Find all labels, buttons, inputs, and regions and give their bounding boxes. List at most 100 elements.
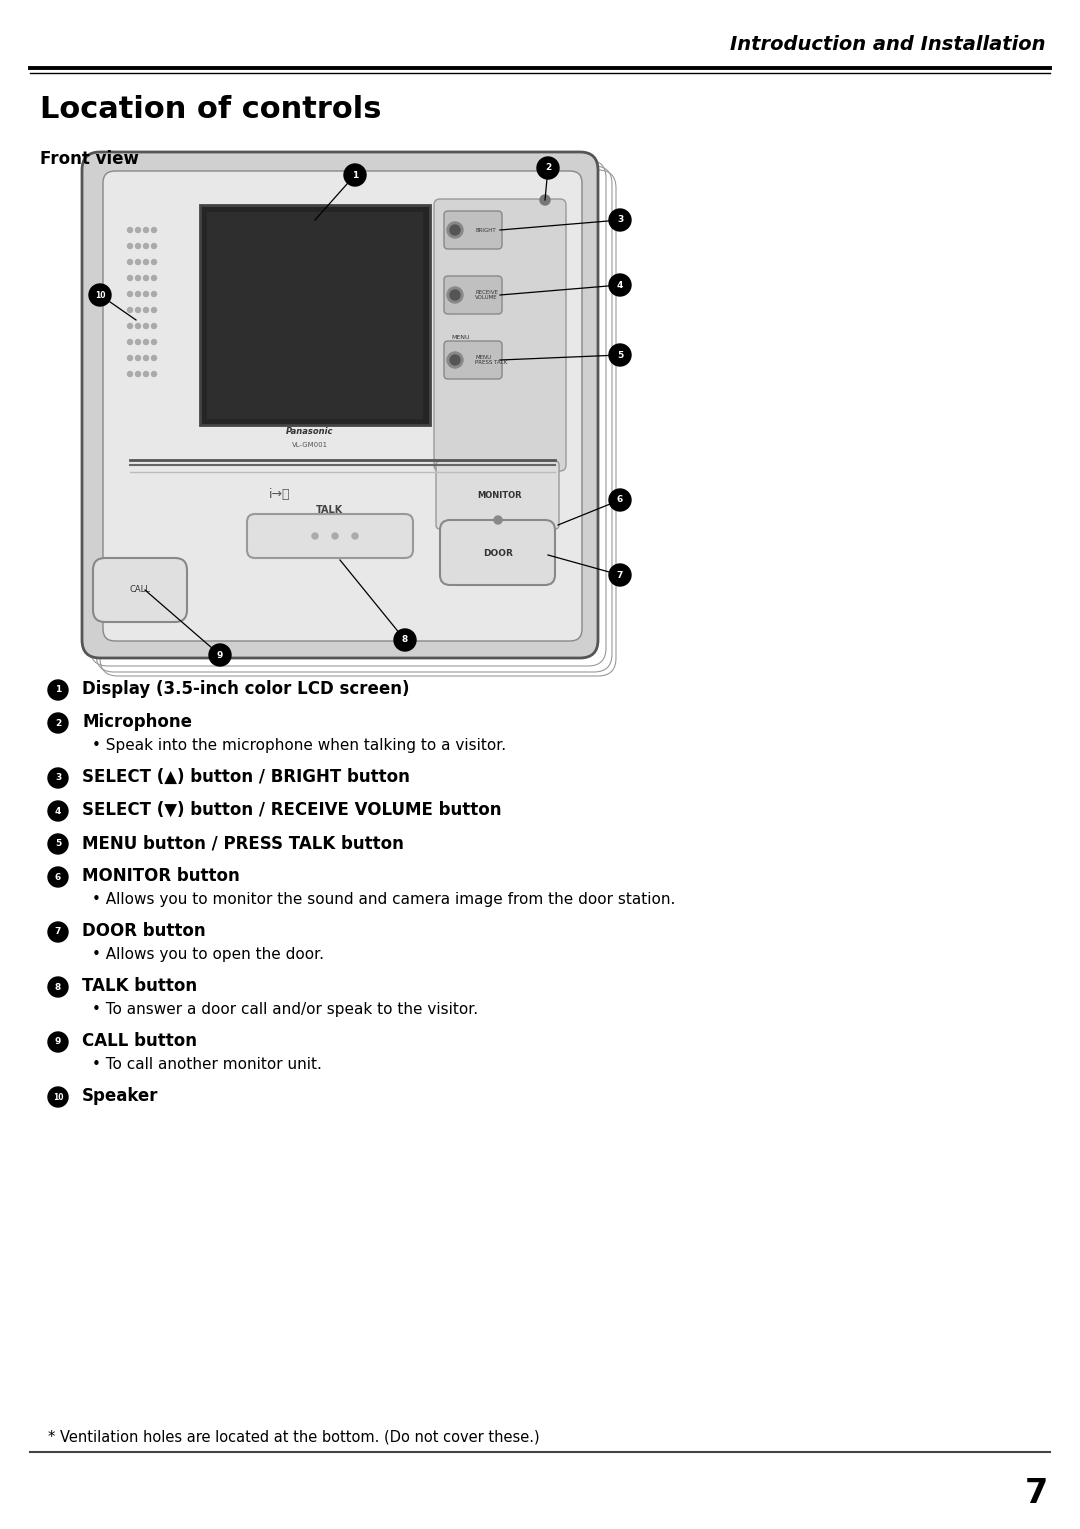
- Text: Display (3.5-inch color LCD screen): Display (3.5-inch color LCD screen): [82, 680, 409, 699]
- Text: MONITOR: MONITOR: [477, 491, 523, 500]
- Text: Front view: Front view: [40, 150, 139, 168]
- Circle shape: [447, 287, 463, 303]
- Circle shape: [450, 355, 460, 365]
- Circle shape: [144, 307, 149, 312]
- FancyBboxPatch shape: [247, 514, 413, 558]
- Text: 7: 7: [55, 928, 62, 936]
- Text: 10: 10: [53, 1093, 64, 1101]
- Text: • Allows you to monitor the sound and camera image from the door station.: • Allows you to monitor the sound and ca…: [92, 891, 675, 907]
- Text: MENU
PRESS TALK: MENU PRESS TALK: [475, 355, 508, 365]
- Circle shape: [127, 307, 133, 312]
- Text: Panasonic: Panasonic: [286, 428, 334, 436]
- Circle shape: [144, 339, 149, 344]
- Circle shape: [144, 356, 149, 361]
- Circle shape: [151, 307, 157, 312]
- Circle shape: [609, 209, 631, 231]
- Text: MENU: MENU: [451, 335, 470, 339]
- Circle shape: [394, 628, 416, 651]
- Circle shape: [48, 833, 68, 855]
- Circle shape: [135, 260, 140, 265]
- Text: 8: 8: [402, 636, 408, 645]
- Text: BRIGHT: BRIGHT: [475, 228, 496, 232]
- Text: 5: 5: [617, 350, 623, 359]
- Circle shape: [144, 228, 149, 232]
- Text: • To call another monitor unit.: • To call another monitor unit.: [92, 1057, 322, 1072]
- Circle shape: [89, 284, 111, 306]
- Text: 6: 6: [617, 495, 623, 505]
- Circle shape: [48, 977, 68, 997]
- Text: TALK button: TALK button: [82, 977, 198, 995]
- Text: Introduction and Installation: Introduction and Installation: [729, 35, 1045, 54]
- Text: CALL button: CALL button: [82, 1032, 197, 1050]
- Circle shape: [447, 352, 463, 368]
- Circle shape: [48, 713, 68, 732]
- Text: 1: 1: [55, 685, 62, 694]
- Text: • Speak into the microphone when talking to a visitor.: • Speak into the microphone when talking…: [92, 739, 507, 752]
- Text: 1: 1: [352, 171, 359, 179]
- Circle shape: [345, 164, 366, 187]
- Circle shape: [135, 275, 140, 280]
- Circle shape: [48, 768, 68, 787]
- Text: 2: 2: [545, 164, 551, 173]
- Circle shape: [127, 275, 133, 280]
- FancyBboxPatch shape: [444, 341, 502, 379]
- Circle shape: [450, 225, 460, 235]
- Text: • Allows you to open the door.: • Allows you to open the door.: [92, 946, 324, 962]
- Circle shape: [151, 292, 157, 297]
- Circle shape: [144, 372, 149, 376]
- Circle shape: [151, 372, 157, 376]
- Circle shape: [127, 292, 133, 297]
- Circle shape: [135, 324, 140, 329]
- Circle shape: [135, 339, 140, 344]
- FancyBboxPatch shape: [440, 520, 555, 586]
- Circle shape: [494, 515, 502, 524]
- Circle shape: [135, 372, 140, 376]
- Circle shape: [609, 274, 631, 297]
- FancyBboxPatch shape: [103, 171, 582, 641]
- Text: i→⦿: i→⦿: [269, 488, 291, 502]
- Circle shape: [48, 680, 68, 700]
- Circle shape: [144, 260, 149, 265]
- Circle shape: [135, 228, 140, 232]
- Circle shape: [135, 292, 140, 297]
- Text: MENU button / PRESS TALK button: MENU button / PRESS TALK button: [82, 833, 404, 852]
- Text: SELECT (▲) button / BRIGHT button: SELECT (▲) button / BRIGHT button: [82, 768, 410, 786]
- Text: • To answer a door call and/or speak to the visitor.: • To answer a door call and/or speak to …: [92, 1001, 478, 1017]
- Circle shape: [127, 356, 133, 361]
- FancyBboxPatch shape: [444, 277, 502, 313]
- Circle shape: [447, 222, 463, 239]
- FancyBboxPatch shape: [93, 558, 187, 622]
- Circle shape: [609, 564, 631, 586]
- Text: 8: 8: [55, 983, 62, 991]
- Circle shape: [144, 243, 149, 249]
- FancyBboxPatch shape: [436, 462, 559, 529]
- FancyBboxPatch shape: [207, 213, 423, 419]
- Text: MONITOR button: MONITOR button: [82, 867, 240, 885]
- Text: 10: 10: [95, 291, 105, 300]
- Text: CALL: CALL: [130, 586, 150, 595]
- Circle shape: [609, 344, 631, 365]
- Circle shape: [609, 489, 631, 511]
- Circle shape: [450, 291, 460, 300]
- Circle shape: [135, 356, 140, 361]
- Circle shape: [48, 1087, 68, 1107]
- Circle shape: [48, 922, 68, 942]
- Text: 4: 4: [55, 806, 62, 815]
- Text: 4: 4: [617, 280, 623, 289]
- Text: 9: 9: [55, 1038, 62, 1046]
- Circle shape: [127, 339, 133, 344]
- Circle shape: [48, 867, 68, 887]
- Text: Speaker: Speaker: [82, 1087, 159, 1105]
- Circle shape: [135, 243, 140, 249]
- Text: DOOR button: DOOR button: [82, 922, 205, 940]
- Circle shape: [127, 260, 133, 265]
- Circle shape: [151, 260, 157, 265]
- Text: DOOR: DOOR: [483, 549, 513, 558]
- Circle shape: [151, 243, 157, 249]
- Text: 6: 6: [55, 873, 62, 882]
- Circle shape: [48, 1032, 68, 1052]
- FancyBboxPatch shape: [82, 151, 598, 657]
- Circle shape: [135, 307, 140, 312]
- Text: RECEIVE
VOLUME: RECEIVE VOLUME: [475, 289, 498, 300]
- Text: TALK: TALK: [316, 505, 343, 515]
